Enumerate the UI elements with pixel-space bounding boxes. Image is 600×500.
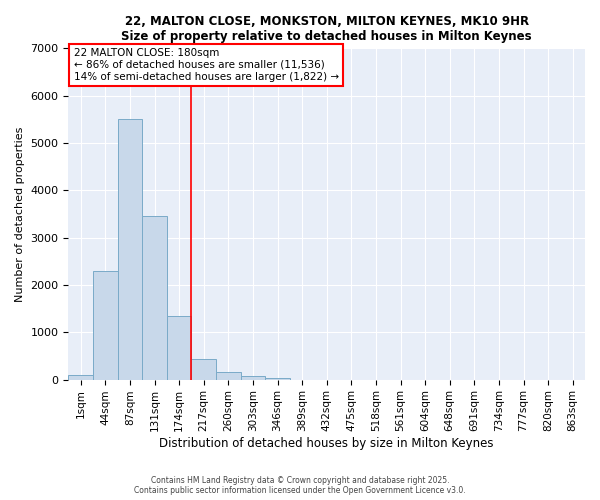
Y-axis label: Number of detached properties: Number of detached properties [15, 126, 25, 302]
Bar [241, 376, 265, 380]
Title: 22, MALTON CLOSE, MONKSTON, MILTON KEYNES, MK10 9HR
Size of property relative to: 22, MALTON CLOSE, MONKSTON, MILTON KEYNE… [121, 15, 532, 43]
Bar [93, 271, 118, 380]
Bar [191, 359, 216, 380]
Bar [68, 375, 93, 380]
X-axis label: Distribution of detached houses by size in Milton Keynes: Distribution of detached houses by size … [160, 437, 494, 450]
Bar [265, 378, 290, 380]
Bar [167, 316, 191, 380]
Bar [118, 120, 142, 380]
Text: 22 MALTON CLOSE: 180sqm
← 86% of detached houses are smaller (11,536)
14% of sem: 22 MALTON CLOSE: 180sqm ← 86% of detache… [74, 48, 338, 82]
Text: Contains HM Land Registry data © Crown copyright and database right 2025.
Contai: Contains HM Land Registry data © Crown c… [134, 476, 466, 495]
Bar [216, 372, 241, 380]
Bar [142, 216, 167, 380]
